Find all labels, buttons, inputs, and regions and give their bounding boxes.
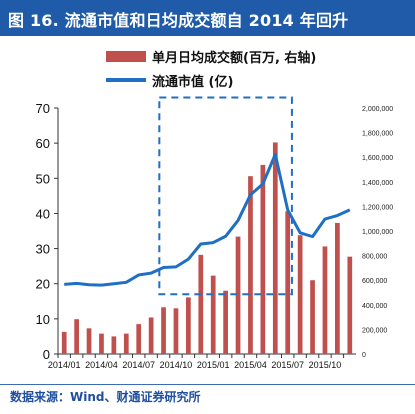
x-tick-label: 2015/04: [234, 360, 267, 370]
figure-title: 图 16. 流通市值和日均成交额自 2014 年回升: [8, 11, 349, 30]
y-right-tick-label: 1,800,000: [362, 131, 393, 138]
bar: [297, 235, 303, 354]
bar: [272, 142, 278, 354]
bar: [347, 256, 353, 354]
legend-bar-label: 单月日均成交额(百万, 右轴): [152, 50, 317, 66]
y-left-tick-label: 60: [36, 136, 50, 151]
bottom-rule: [0, 384, 415, 385]
bar: [322, 246, 328, 354]
bar: [223, 290, 228, 354]
title-bar: 图 16. 流通市值和日均成交额自 2014 年回升: [0, 0, 415, 36]
bar: [173, 308, 179, 354]
y-right-tick-label: 1,200,000: [362, 204, 393, 211]
legend-line-entry: 流通市值 (亿): [106, 70, 233, 90]
x-tick-label: 2014/04: [85, 360, 118, 370]
legend-bar-entry: 单月日均成交额(百万, 右轴): [106, 46, 316, 66]
market-cap-line: [64, 152, 351, 287]
bar: [248, 176, 253, 354]
bar: [123, 333, 129, 354]
bar: [335, 222, 340, 354]
y-left-tick-label: 50: [36, 171, 50, 186]
y-right-tick-label: 800,000: [362, 254, 387, 261]
bar: [310, 280, 315, 354]
highlight-box: [158, 96, 293, 296]
y-right-tick-label: 400,000: [362, 303, 387, 310]
y-left-tick-label: 20: [36, 277, 50, 292]
y-right-tick-label: 1,000,000: [362, 229, 393, 236]
y-right-tick-label: 600,000: [362, 278, 387, 285]
chart: 0 10 20 30 40 50 60 70 0 200,000 400,000 600,000 800…: [36, 96, 393, 370]
bar: [61, 331, 67, 354]
y-right-tick-label: 200,000: [362, 327, 387, 334]
bar: [260, 164, 266, 354]
y-left-tick-label: 0: [43, 347, 50, 362]
x-tick-label: 2014/01: [48, 360, 81, 370]
bar: [235, 236, 241, 354]
bar: [186, 297, 191, 354]
x-tick-label: 2014/07: [122, 360, 155, 370]
bar: [198, 254, 204, 354]
x-tick-label: 2015/01: [197, 360, 230, 370]
bar: [148, 317, 154, 354]
bar: [99, 333, 104, 354]
y-right-tick-label: 0: [362, 352, 366, 359]
y-right-tick-label: 1,400,000: [362, 180, 393, 187]
x-tick-label: 2015/10: [309, 360, 342, 370]
y-left-tick-label: 40: [36, 206, 50, 221]
y-right-tick-label: 2,000,000: [362, 106, 393, 113]
source-note: 数据来源：Wind、财通证券研究所: [10, 390, 201, 404]
legend-bar-swatch: [106, 50, 146, 62]
bar: [136, 324, 142, 354]
y-right-tick-label: 1,600,000: [362, 155, 393, 162]
bar: [86, 328, 92, 354]
y-left-tick-label: 30: [36, 242, 50, 257]
bar: [210, 275, 216, 354]
bar: [285, 211, 291, 354]
legend-line-label: 流通市值 (亿): [152, 74, 234, 90]
bar: [161, 307, 166, 354]
y-left-tick-label: 10: [36, 312, 50, 327]
x-tick-label: 2014/10: [160, 360, 193, 370]
bar: [111, 336, 117, 354]
y-left-tick-label: 70: [36, 101, 50, 116]
legend-line-swatch: [106, 78, 146, 82]
bar: [74, 319, 79, 354]
x-tick-label: 2015/07: [271, 360, 304, 370]
